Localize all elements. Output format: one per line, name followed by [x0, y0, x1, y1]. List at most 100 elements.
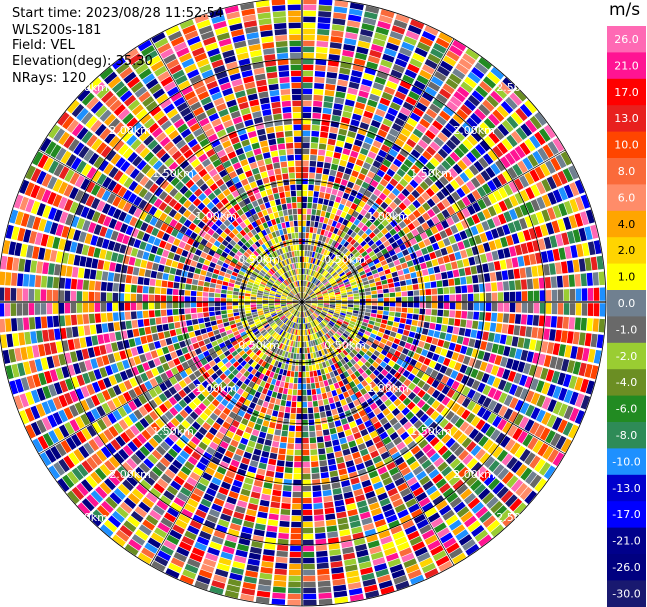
- ray: [0, 255, 299, 302]
- ray: [13, 303, 299, 410]
- range-ring-label: 2.50km: [66, 511, 108, 524]
- colorbar-swatch: [607, 290, 646, 317]
- colorbar-tick-label: -10.0: [612, 455, 640, 468]
- colorbar-swatch: [607, 580, 646, 607]
- ray: [57, 304, 299, 492]
- colorbar-swatch: [607, 474, 646, 502]
- ray: [305, 179, 585, 301]
- ray: [302, 0, 333, 299]
- colorbar-tick-label: 0.0: [618, 297, 636, 310]
- range-ring-label: 2.50km: [66, 81, 108, 94]
- ray: [303, 305, 453, 572]
- ray: [304, 57, 492, 299]
- ray: [0, 302, 299, 349]
- colorbar-swatch: [607, 263, 646, 291]
- colorbar-tick-label: -21.0: [612, 535, 640, 548]
- ray: [305, 304, 565, 467]
- ray: [0, 302, 299, 333]
- ray: [39, 304, 299, 467]
- ray: [137, 39, 300, 299]
- ray: [224, 305, 302, 599]
- ray: [67, 304, 300, 505]
- colorbar-tick-label: 26.0: [614, 33, 639, 46]
- range-ring-label: 1.00km: [195, 382, 237, 395]
- ray: [165, 305, 301, 579]
- spoke-line: [38, 149, 303, 303]
- ray: [304, 305, 480, 556]
- ray: [304, 304, 516, 527]
- spoke-line: [301, 149, 566, 303]
- ray: [48, 304, 299, 480]
- ray: [179, 305, 301, 585]
- field-label: Field:: [12, 38, 47, 53]
- ray: [305, 255, 604, 302]
- ray: [2, 302, 299, 364]
- range-ring-label: 1.50km: [152, 167, 194, 180]
- ray: [305, 271, 605, 302]
- ray: [88, 304, 300, 527]
- ray: [25, 303, 299, 439]
- colorbar-swatch: [607, 395, 646, 423]
- colorbar-tick-label: 21.0: [614, 59, 639, 72]
- ray: [302, 305, 333, 605]
- colorbar-tick-label: 8.0: [618, 165, 636, 178]
- ray: [305, 224, 599, 302]
- ray: [99, 304, 300, 537]
- ray: [303, 13, 410, 299]
- ray: [305, 302, 602, 364]
- colorbar-swatch: [607, 26, 646, 53]
- ray: [304, 304, 537, 505]
- ray: [302, 0, 349, 299]
- ray: [303, 19, 425, 299]
- ray: [304, 99, 537, 300]
- ray: [305, 302, 599, 380]
- range-ring-label: 0.50km: [324, 339, 366, 352]
- range-ring-label: 1.00km: [195, 210, 237, 223]
- colorbar-unit: m/s: [609, 0, 641, 20]
- ray: [305, 137, 565, 300]
- colorbar-tick-label: 1.0: [618, 271, 636, 284]
- colorbar-tick-label: 17.0: [614, 86, 639, 99]
- ray: [305, 303, 591, 410]
- ray: [271, 0, 302, 299]
- range-ring-label: 0.50km: [238, 253, 280, 266]
- range-ring-label: 0.50km: [238, 339, 280, 352]
- ray: [304, 305, 492, 547]
- colorbar-tick-label: 2.0: [618, 244, 636, 257]
- ray: [0, 287, 298, 302]
- start-time-value: 2023/08/28 11:52:54: [85, 6, 224, 21]
- ray: [9, 303, 299, 395]
- ray: [304, 304, 505, 537]
- ray: [302, 2, 364, 299]
- ray: [19, 303, 299, 425]
- spoke-line: [301, 301, 455, 566]
- ray: [304, 77, 516, 300]
- ray: [305, 303, 579, 439]
- ray: [88, 77, 300, 300]
- nrays-value: 120: [61, 71, 87, 86]
- ray: [9, 209, 299, 301]
- colorbar-swatch: [607, 158, 646, 185]
- colorbar-swatch: [607, 501, 646, 528]
- ray: [305, 112, 547, 300]
- ray: [302, 5, 380, 299]
- nrays-label: NRays:: [12, 71, 58, 86]
- range-ring-label: 2.50km: [496, 511, 538, 524]
- range-ring-label: 1.00km: [367, 382, 409, 395]
- ray: [305, 209, 595, 301]
- ray: [32, 303, 299, 453]
- ray: [303, 9, 395, 299]
- ray: [255, 0, 302, 299]
- ray: [305, 240, 602, 302]
- spoke-line: [301, 38, 455, 303]
- colorbar-swatch: [607, 184, 646, 212]
- colorbar-tick-label: 10.0: [614, 139, 639, 152]
- ray: [240, 305, 302, 602]
- colorbar-swatch: [607, 78, 646, 106]
- ray: [151, 32, 301, 299]
- ray: [124, 48, 300, 299]
- range-ring-label: 2.00km: [109, 468, 151, 481]
- colorbar-swatch: [607, 52, 646, 80]
